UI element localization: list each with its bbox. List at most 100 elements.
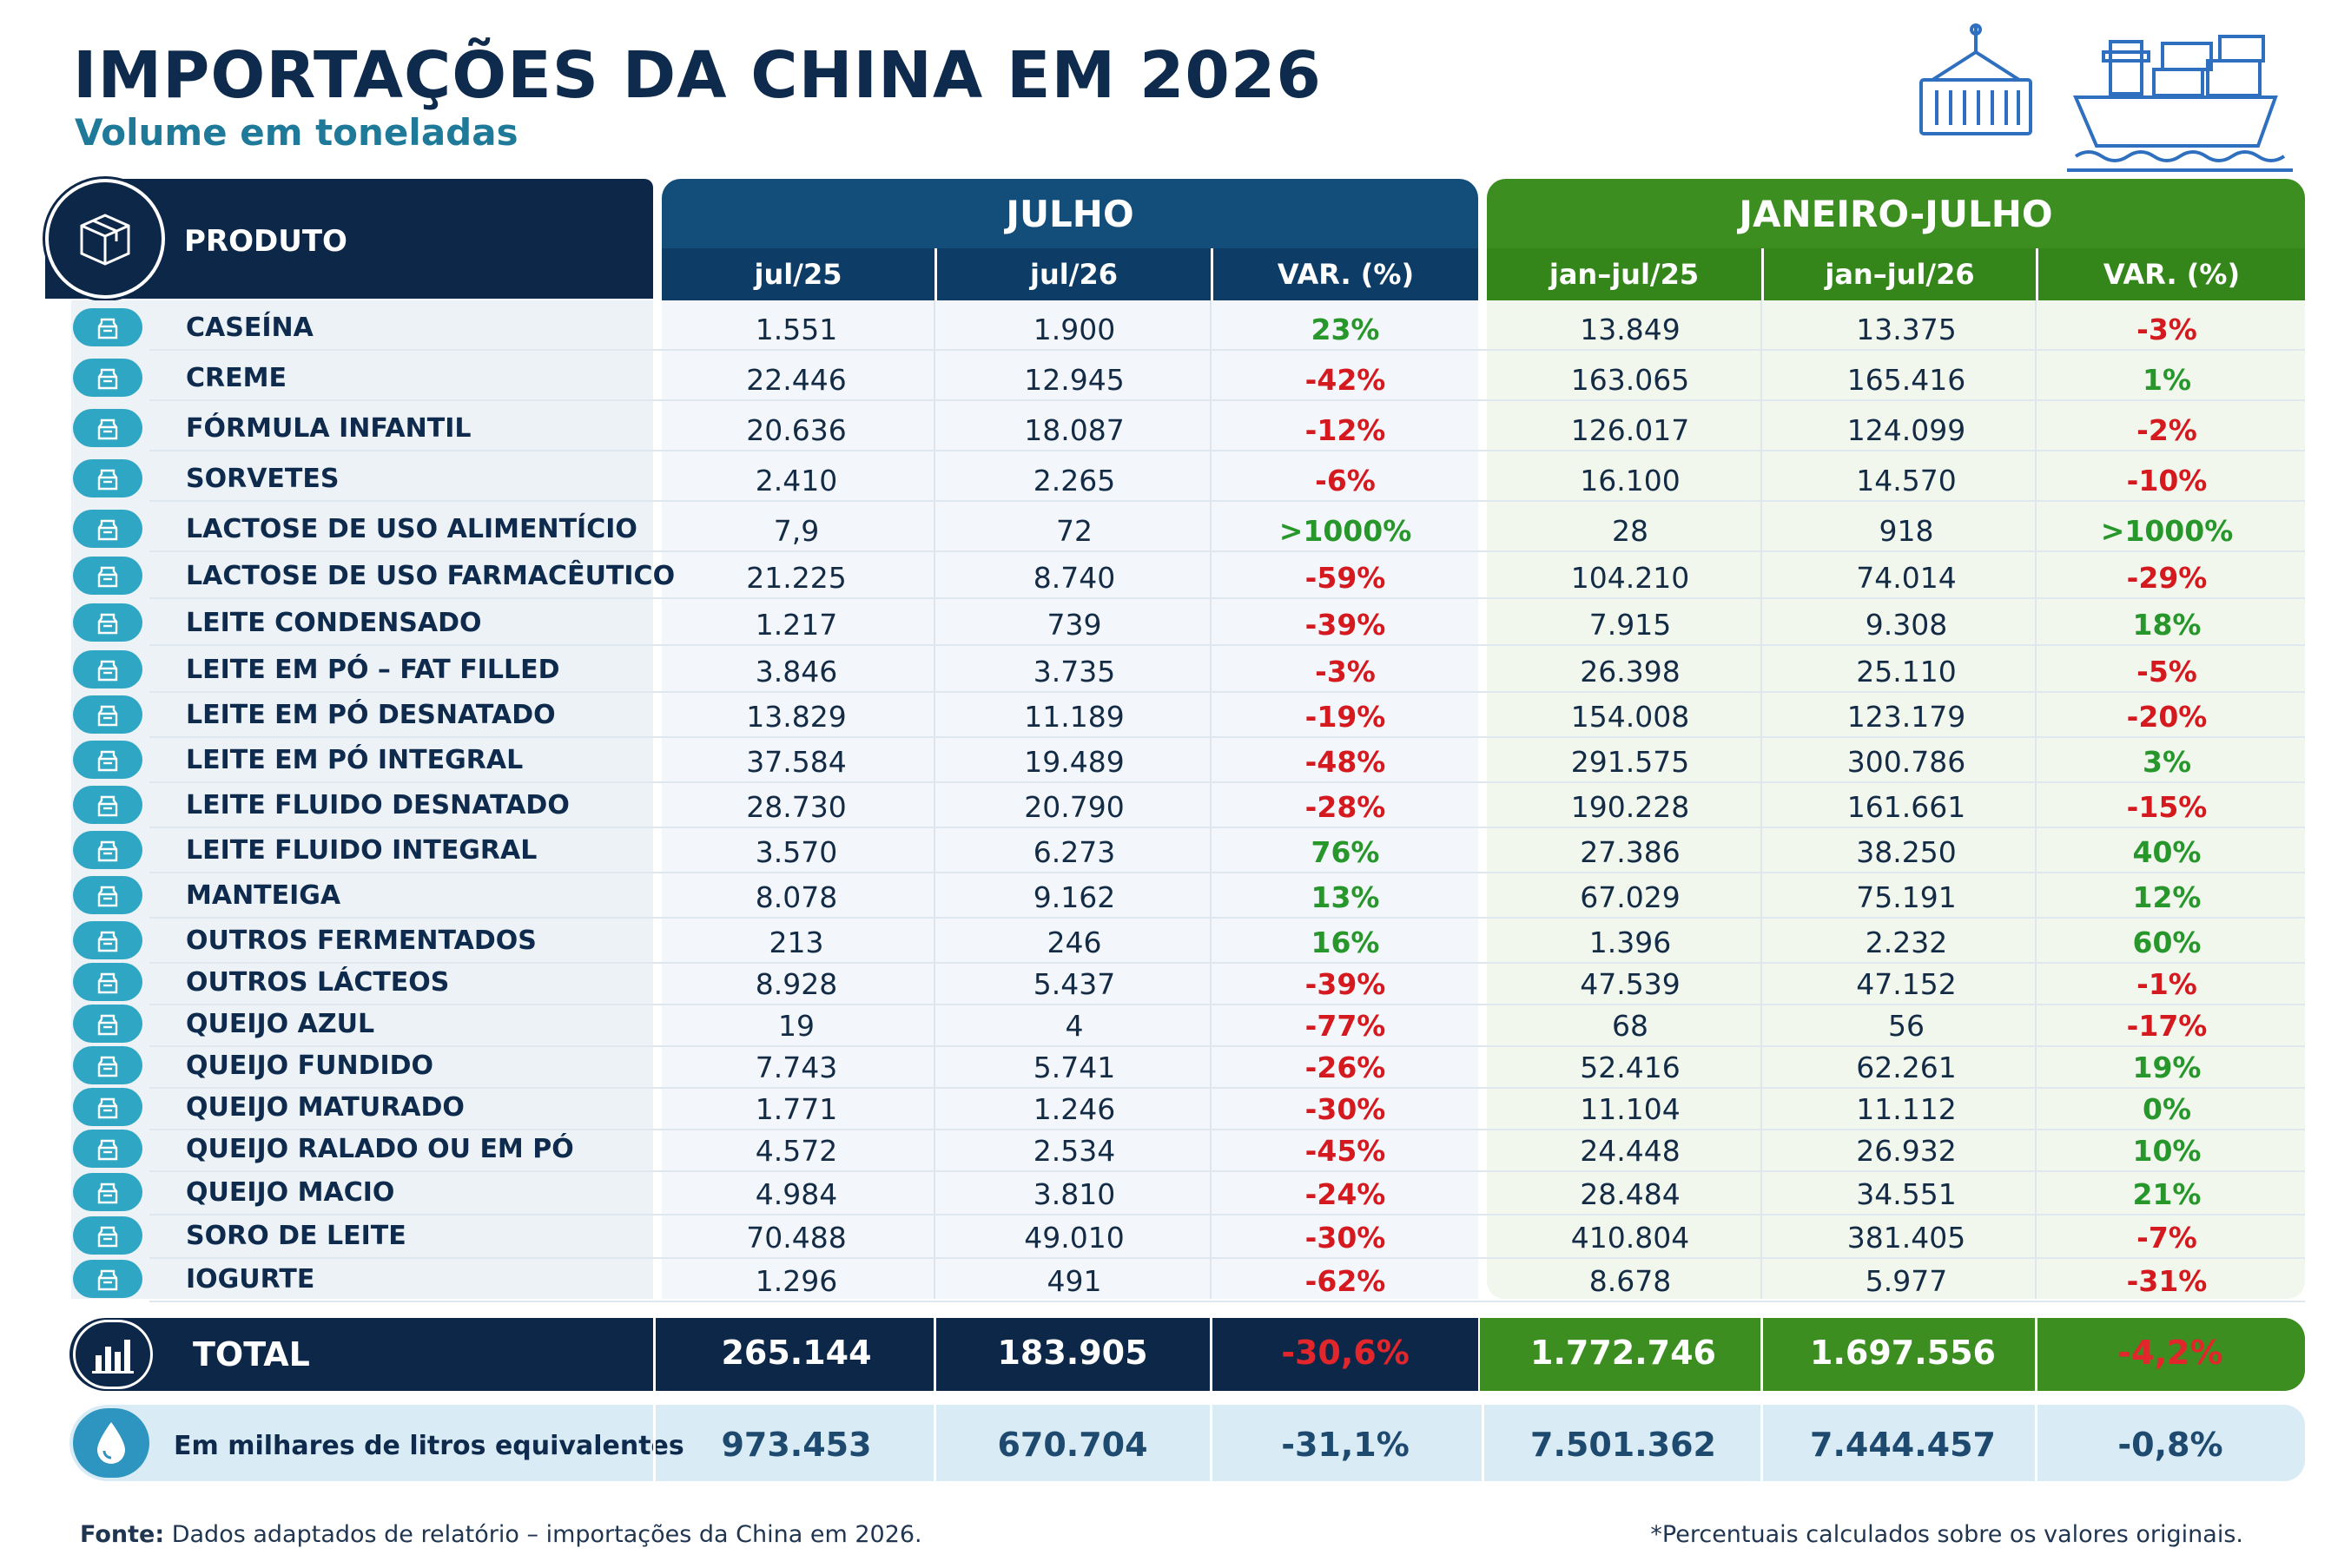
cell-janjul25: 190.228 [1570, 790, 1690, 824]
janeiro-julho-group-header: JANEIRO-JULHO [1487, 179, 2305, 248]
row-divider [149, 736, 2305, 738]
dairy-product-icon [73, 557, 142, 595]
cell-jul25: 4.572 [755, 1134, 838, 1168]
produto-column-header: PRODUTO [184, 224, 347, 259]
total-row-janjul-band [1480, 1318, 2305, 1391]
cell-janjul26: 124.099 [1846, 413, 1966, 447]
dairy-product-icon [73, 1088, 142, 1126]
table-row: CREME 22.446 12.945 -42% 163.065 165.416 1% [0, 356, 2351, 401]
cell-janjul25: 28 [1612, 514, 1648, 548]
liters-divider [653, 1405, 656, 1481]
col-header-janjul25: jan–jul/25 [1487, 248, 1761, 300]
total-divider [1760, 1318, 1763, 1391]
cell-janjul26: 75.191 [1856, 880, 1957, 914]
total-var-janjul: -4,2% [2117, 1334, 2223, 1372]
total-label: TOTAL [193, 1335, 310, 1374]
dairy-product-icon [73, 359, 142, 397]
product-name: CASEÍNA [186, 313, 314, 343]
cell-var-julho: 16% [1311, 926, 1380, 959]
dairy-product-icon [73, 1130, 142, 1168]
cell-jul25: 3.846 [755, 655, 838, 688]
product-name: LEITE FLUIDO DESNATADO [186, 790, 570, 820]
dairy-product-icon [73, 786, 142, 824]
cell-jul26: 20.790 [1024, 790, 1125, 824]
total-divider [934, 1318, 936, 1391]
dairy-product-icon [73, 963, 142, 1001]
cell-jul26: 4 [1065, 1009, 1084, 1043]
cell-jul26: 491 [1047, 1264, 1102, 1298]
bar-chart-icon [73, 1320, 153, 1389]
liters-janjul26: 7.444.457 [1810, 1426, 1996, 1464]
liters-row [69, 1405, 2305, 1481]
total-row-julho-band [69, 1318, 1478, 1391]
dairy-product-icon [73, 409, 142, 447]
cell-jul26: 19.489 [1024, 745, 1125, 779]
dairy-product-icon [73, 695, 142, 734]
cell-var-janjul: 18% [2132, 608, 2202, 642]
table-row: IOGURTE 1.296 491 -62% 8.678 5.977 -31% [0, 1257, 2351, 1302]
cell-jul26: 18.087 [1024, 413, 1125, 447]
liters-divider [1482, 1405, 1484, 1481]
product-name: LEITE EM PÓ – FAT FILLED [186, 655, 560, 685]
row-divider [149, 1087, 2305, 1089]
product-name: QUEIJO FUNDIDO [186, 1051, 434, 1081]
cell-janjul26: 14.570 [1856, 464, 1957, 497]
product-name: SORO DE LEITE [186, 1221, 406, 1251]
total-janjul26: 1.697.556 [1810, 1334, 1996, 1372]
dairy-product-icon [73, 1260, 142, 1298]
row-divider [149, 550, 2305, 552]
dairy-product-icon [73, 1173, 142, 1211]
product-name: LEITE FLUIDO INTEGRAL [186, 835, 538, 866]
table-row: MANTEIGA 8.078 9.162 13% 67.029 75.191 12% [0, 873, 2351, 919]
table-row: QUEIJO MATURADO 1.771 1.246 -30% 11.104 11.11… [0, 1085, 2351, 1130]
cell-jul26: 49.010 [1024, 1221, 1125, 1255]
row-divider [149, 827, 2305, 828]
cell-janjul26: 13.375 [1856, 313, 1957, 346]
cell-janjul26: 74.014 [1856, 561, 1957, 595]
shipping-icons [1919, 23, 2293, 172]
cell-var-julho: -39% [1304, 608, 1386, 642]
liters-var-julho: -31,1% [1281, 1426, 1410, 1464]
cell-jul25: 7.743 [755, 1051, 838, 1084]
cell-var-janjul: -29% [2126, 561, 2208, 595]
table-row: QUEIJO AZUL 19 4 -77% 68 56 -17% [0, 1002, 2351, 1047]
cell-janjul25: 291.575 [1570, 745, 1690, 779]
cell-jul25: 8.928 [755, 967, 838, 1001]
cell-var-julho: -30% [1304, 1092, 1386, 1126]
cell-jul25: 4.984 [755, 1177, 838, 1211]
cell-janjul26: 161.661 [1846, 790, 1966, 824]
cell-var-janjul: 60% [2132, 926, 2202, 959]
cell-var-julho: -19% [1304, 700, 1386, 734]
cell-janjul26: 62.261 [1856, 1051, 1957, 1084]
cell-jul25: 7,9 [773, 514, 820, 548]
row-divider [149, 399, 2305, 401]
row-divider [149, 872, 2305, 873]
cell-jul25: 19 [778, 1009, 815, 1043]
table-row: LEITE FLUIDO DESNATADO 28.730 20.790 -28% 19… [0, 783, 2351, 828]
cell-janjul26: 165.416 [1846, 363, 1966, 397]
julho-group-header: JULHO [662, 179, 1478, 248]
cell-janjul26: 9.308 [1865, 608, 1948, 642]
cell-var-julho: -42% [1304, 363, 1386, 397]
liters-divider [1210, 1405, 1212, 1481]
cell-jul26: 11.189 [1024, 700, 1125, 734]
cell-jul26: 5.437 [1033, 967, 1116, 1001]
product-name: QUEIJO RALADO OU EM PÓ [186, 1134, 574, 1164]
table-row: SORVETES 2.410 2.265 -6% 16.100 14.570 -10% [0, 457, 2351, 502]
cell-jul25: 37.584 [746, 745, 847, 779]
cell-janjul25: 7.915 [1588, 608, 1672, 642]
julho-body [662, 300, 1478, 1299]
cell-var-julho: -30% [1304, 1221, 1386, 1255]
cargo-ship-icon [2067, 35, 2293, 172]
cell-janjul26: 56 [1888, 1009, 1925, 1043]
cell-janjul26: 2.232 [1865, 926, 1948, 959]
table-row: OUTROS LÁCTEOS 8.928 5.437 -39% 47.539 47.152… [0, 960, 2351, 1005]
cell-janjul25: 26.398 [1580, 655, 1681, 688]
cell-var-julho: -48% [1304, 745, 1386, 779]
cell-janjul25: 13.849 [1580, 313, 1681, 346]
cell-janjul26: 26.932 [1856, 1134, 1957, 1168]
table-row: LEITE FLUIDO INTEGRAL 3.570 6.273 76% 27.386… [0, 828, 2351, 873]
total-janjul25: 1.772.746 [1530, 1334, 1716, 1372]
cell-var-janjul: -31% [2126, 1264, 2208, 1298]
dairy-product-icon [73, 741, 142, 779]
